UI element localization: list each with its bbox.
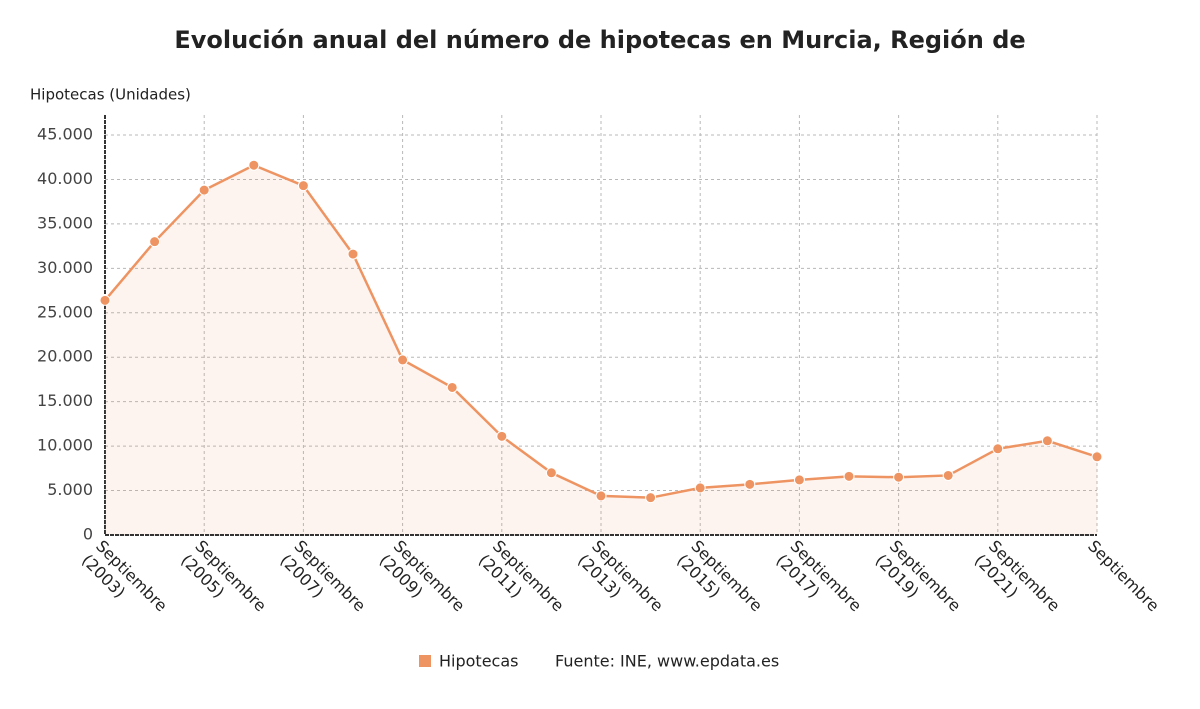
y-tick-label: 10.000 bbox=[37, 436, 93, 455]
x-tick-label: Septiembre(2017) bbox=[772, 536, 865, 629]
y-tick-label: 5.000 bbox=[47, 480, 93, 499]
point bbox=[248, 159, 260, 171]
point bbox=[297, 180, 309, 192]
point bbox=[744, 478, 756, 490]
x-tick-label: Septiembre(2013) bbox=[574, 536, 667, 629]
point bbox=[595, 490, 607, 502]
x-tick-label: Septiembre(2011) bbox=[475, 536, 568, 629]
point bbox=[843, 470, 855, 482]
x-tick-label: Septiembre(2007) bbox=[276, 536, 369, 629]
point bbox=[347, 248, 359, 260]
x-tick-label: Septiembre(2015) bbox=[673, 536, 766, 629]
point bbox=[198, 184, 210, 196]
x-tick-label: Septiembre(2005) bbox=[177, 536, 270, 629]
y-tick-label: 40.000 bbox=[37, 169, 93, 188]
y-tick-label: 0 bbox=[83, 525, 93, 544]
point bbox=[645, 492, 657, 504]
point bbox=[397, 354, 409, 366]
y-tick-label: 25.000 bbox=[37, 302, 93, 321]
y-axis-title: Hipotecas (Unidades) bbox=[30, 86, 191, 104]
point bbox=[694, 482, 706, 494]
y-tick-label: 30.000 bbox=[37, 258, 93, 277]
x-tick-label: Septiembre(2003) bbox=[78, 536, 171, 629]
point bbox=[149, 236, 161, 248]
point bbox=[446, 381, 458, 393]
point bbox=[99, 294, 111, 306]
x-tick-label: Septiembre(2019) bbox=[872, 536, 965, 629]
point bbox=[793, 474, 805, 486]
source: Fuente: INE, www.epdata.es bbox=[555, 652, 779, 671]
y-tick-label: 45.000 bbox=[37, 125, 93, 144]
chart-title: Evolución anual del número de hipotecas … bbox=[174, 26, 1025, 54]
y-tick-label: 35.000 bbox=[37, 213, 93, 232]
y-tick-label: 20.000 bbox=[37, 347, 93, 366]
legend-label: Hipotecas bbox=[439, 652, 518, 671]
legend-swatch bbox=[419, 655, 431, 667]
point bbox=[545, 467, 557, 479]
point bbox=[1091, 451, 1103, 463]
point bbox=[942, 469, 954, 481]
y-tick-label: 15.000 bbox=[37, 391, 93, 410]
legend: Hipotecas Fuente: INE, www.epdata.es bbox=[419, 652, 779, 671]
x-tick-label: Septiembre bbox=[1084, 536, 1163, 615]
point bbox=[496, 430, 508, 442]
point bbox=[992, 443, 1004, 455]
point bbox=[1041, 435, 1053, 447]
x-tick-label: Septiembre(2009) bbox=[376, 536, 469, 629]
x-tick-label: Septiembre(2021) bbox=[971, 536, 1064, 629]
point bbox=[893, 471, 905, 483]
